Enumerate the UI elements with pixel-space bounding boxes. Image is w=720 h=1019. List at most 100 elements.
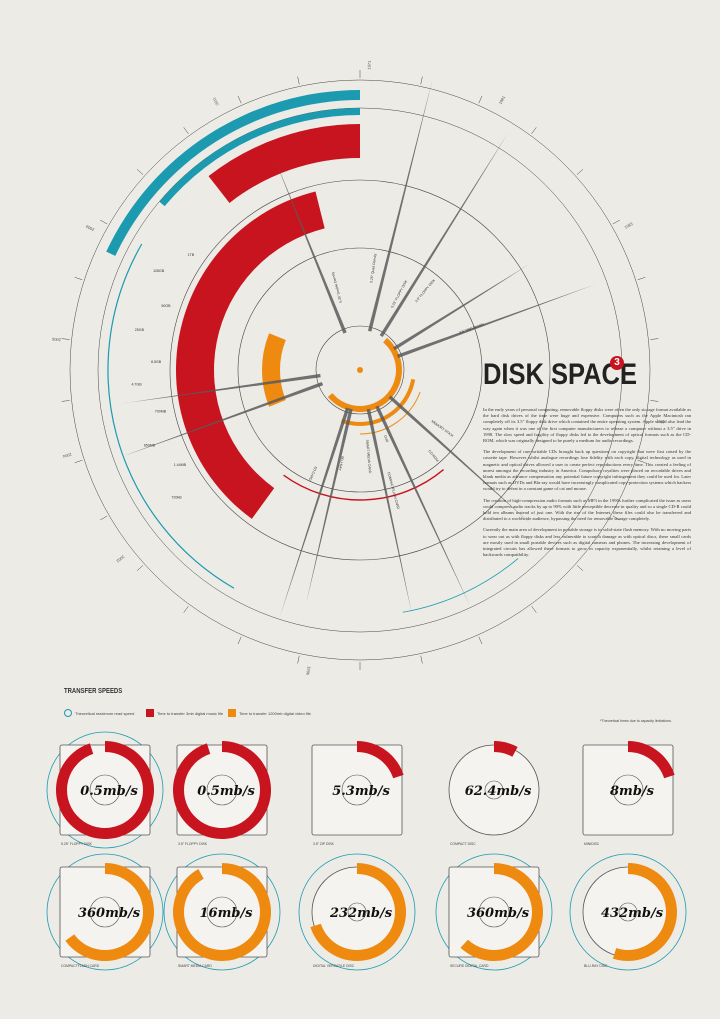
tick-mark xyxy=(420,655,423,664)
format-label: CD-ROM xyxy=(427,449,439,462)
tick-mark xyxy=(478,636,483,645)
tick-mark xyxy=(612,515,620,521)
tick-mark xyxy=(237,636,242,645)
speed-value: 360mb/s xyxy=(78,906,141,921)
tick-mark xyxy=(531,606,537,613)
gray-spoke xyxy=(273,156,347,334)
disk-hub xyxy=(341,774,373,806)
title-block: DISK SPACE 3 xyxy=(483,356,693,391)
speed-value: 0.5mb/s xyxy=(80,784,138,799)
legend-label: Theoretical maximum read speed xyxy=(75,710,135,716)
gray-spoke xyxy=(279,407,350,618)
paragraph: The development of rare-writable CDs bro… xyxy=(483,449,691,492)
format-caption: MINIDISC xyxy=(584,842,600,846)
year-label: 2011 xyxy=(211,96,220,107)
radial-capacity-chart: 1971 1981 1983 1987 1996 2002 2004 2006 2009 2011… xyxy=(51,60,666,676)
year-label: 1987 xyxy=(656,418,666,425)
legend-max-read: Theoretical maximum read speed xyxy=(64,708,134,718)
orange-band xyxy=(327,337,403,413)
speed-item: 8mb/s MINIDISC xyxy=(582,741,675,846)
format-caption: 5.25" FLOPPY DISK xyxy=(61,842,93,846)
capacity-label: 720kB xyxy=(171,495,182,499)
gray-spoke xyxy=(367,78,433,332)
disk-hub xyxy=(612,774,644,806)
speed-item: 5.3mb/s 3.5" ZIP DISK xyxy=(311,741,404,846)
capacity-label: 4.7GB xyxy=(131,383,142,387)
speed-value: 432mb/s xyxy=(601,906,664,921)
year-label: 2002 xyxy=(115,554,126,564)
paragraph: The creation of high-compression audio f… xyxy=(483,497,691,522)
speed-item: 432mb/s BLU-RAY DISC xyxy=(569,853,687,971)
speed-ring xyxy=(612,863,677,961)
capacity-label: 650MB xyxy=(144,444,156,448)
year-label: 2004 xyxy=(62,452,73,459)
tick-mark xyxy=(637,277,646,281)
transfer-speeds-title: TRANSFER SPEEDS xyxy=(64,688,123,695)
tick-mark xyxy=(74,277,83,281)
speed-item: 62.4mb/s COMPACT DISC xyxy=(448,741,540,846)
tick-mark xyxy=(100,515,108,521)
disk-hub xyxy=(89,896,121,928)
speed-value: 62.4mb/s xyxy=(465,784,532,799)
gray-spoke xyxy=(375,405,470,606)
max-read-circle xyxy=(46,853,164,971)
format-caption: COMPACTFLASH CARD xyxy=(61,964,100,968)
teal-band xyxy=(106,90,360,256)
year-label: 1971 xyxy=(366,60,371,70)
disc-hub xyxy=(618,902,638,922)
orange-square-icon xyxy=(228,709,236,717)
capacity-label: 25GB xyxy=(135,328,145,332)
disc-hub xyxy=(347,902,367,922)
red-arc xyxy=(283,469,445,501)
tick-mark xyxy=(297,76,300,85)
disc-hub xyxy=(484,780,504,800)
year-label: 1981 xyxy=(498,94,507,105)
speed-ring xyxy=(357,741,404,779)
disk-hub xyxy=(89,774,121,806)
speed-item: 232mb/s DIGITAL VERSATILE DISC xyxy=(298,853,416,971)
page-title: DISK SPACE xyxy=(483,358,637,391)
tick-mark xyxy=(74,459,83,463)
speed-value: 0.5mb/s xyxy=(197,784,255,799)
tick-mark xyxy=(136,565,144,571)
capacity-label: 700MB xyxy=(155,409,167,413)
format-caption: 3.5" ZIP DISK xyxy=(313,842,335,846)
tick-mark xyxy=(612,219,620,225)
legend-label: Time to transfer 3mb digital music file xyxy=(157,710,224,716)
gray-spoke xyxy=(392,264,530,351)
guide-circle xyxy=(237,247,483,493)
speed-value: 232mb/s xyxy=(329,906,393,921)
chapter-badge: 3 xyxy=(610,356,624,370)
tick-mark xyxy=(61,338,70,340)
tick-mark xyxy=(61,400,70,402)
footnote: *Theoretical times due to capacity limit… xyxy=(600,719,672,723)
format-label: 3.5" FLOPPY DISK xyxy=(414,278,436,303)
capacity-label: 1.44MB xyxy=(174,463,187,467)
speed-ring xyxy=(494,741,518,757)
tick-mark xyxy=(297,655,300,664)
legend-label: Time to transfer 1200mb digital video fi… xyxy=(239,710,311,716)
paragraph: In the early years of personal computing… xyxy=(483,407,691,444)
gray-spoke xyxy=(379,132,509,338)
teal-circle-icon xyxy=(64,709,72,717)
speed-item: 16mb/s SMART MEDIA CARD xyxy=(163,853,281,971)
speed-value: 8mb/s xyxy=(610,784,655,799)
max-read-circle xyxy=(46,731,164,849)
year-label: 2006 xyxy=(51,337,61,343)
capacity-label: 8.5GB xyxy=(151,360,162,364)
center-dot xyxy=(357,367,363,373)
gray-spoke xyxy=(396,284,595,358)
speed-ring xyxy=(460,863,543,961)
max-read-circle xyxy=(435,853,553,971)
speed-item: 0.5mb/s 3.5" FLOPPY DISK xyxy=(172,741,271,846)
transfer-speeds-chart: 0.5mb/s 5.25" FLOPPY DISK 0.5mb/s 3.5" FLOP… xyxy=(46,731,687,971)
tick-mark xyxy=(183,127,189,134)
red-band xyxy=(175,191,325,519)
capacity-label: 50GB xyxy=(161,304,171,308)
gray-spoke xyxy=(122,373,321,404)
orange-band xyxy=(262,333,286,407)
speed-item: 0.5mb/s 5.25" FLOPPY DISK xyxy=(46,731,164,849)
orange-arc xyxy=(359,391,421,435)
tick-mark xyxy=(136,169,144,175)
